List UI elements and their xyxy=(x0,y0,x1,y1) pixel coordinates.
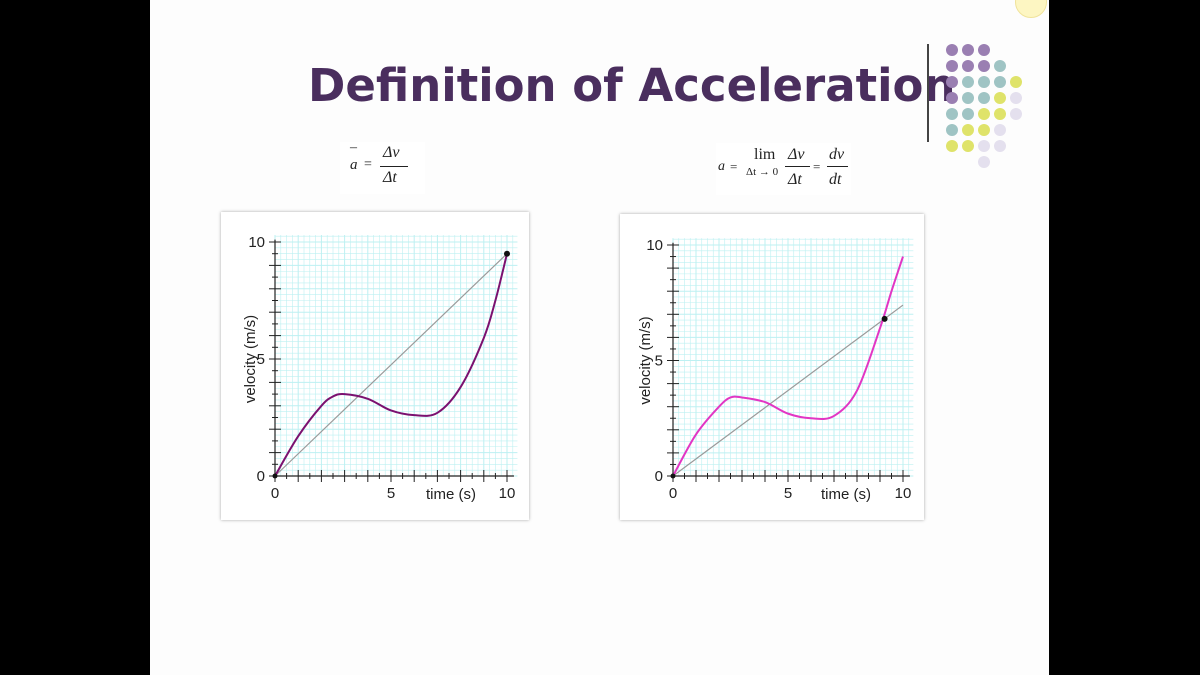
dot-grid-dot xyxy=(994,124,1006,136)
dot-grid-dot xyxy=(946,44,958,56)
x-tick-label: 5 xyxy=(387,485,395,502)
x-tick-label: 5 xyxy=(784,485,792,502)
y-tick-label: 10 xyxy=(646,237,663,254)
dot-grid-dot xyxy=(994,60,1006,72)
y-tick-label: 5 xyxy=(655,353,663,370)
dot-grid-dot xyxy=(946,108,958,120)
instantaneous-acceleration-formula: a = lim Δt → 0 Δv Δt = dv dt xyxy=(716,143,851,195)
velocity-chart-svg: 0 5 10 0 5 10 time (s) velocity (m/s) xyxy=(637,237,914,503)
lim-subscript: Δt → 0 xyxy=(746,166,779,178)
x-tick-label: 10 xyxy=(895,485,912,502)
dot-grid-dot xyxy=(994,140,1006,152)
dot-grid-dot xyxy=(1010,76,1022,88)
dot-grid-dot xyxy=(994,108,1006,120)
velocity-curve xyxy=(672,256,904,477)
abar-fraction-line xyxy=(380,166,408,167)
a-equals: = xyxy=(730,159,738,174)
dot-grid-dot xyxy=(978,140,990,152)
dot-grid-dot xyxy=(978,108,990,120)
dot-grid-dot xyxy=(962,140,974,152)
second-equals: = xyxy=(813,159,821,174)
abar-equals: = xyxy=(364,157,372,172)
abar-bar: – xyxy=(350,140,357,155)
dot-grid-dot xyxy=(978,124,990,136)
dot-grid-dot xyxy=(962,124,974,136)
dot-grid-dot xyxy=(1010,92,1022,104)
velocity-chart-svg: 0 5 10 0 5 10 time (s) velocity (m/s) xyxy=(242,234,518,503)
dot-grid-dot xyxy=(1010,108,1022,120)
y-tick-label: 0 xyxy=(655,468,663,485)
dot-grid-dot xyxy=(978,92,990,104)
y-axis-label: velocity (m/s) xyxy=(242,315,259,403)
dt-denominator: Δt xyxy=(788,171,802,188)
x-axis-label: time (s) xyxy=(821,486,871,503)
dv-dt-denominator: dt xyxy=(829,171,842,188)
y-axis-label: velocity (m/s) xyxy=(637,316,654,404)
dot-grid-dot xyxy=(946,124,958,136)
x-tick-label: 0 xyxy=(669,485,677,502)
marked-point xyxy=(504,250,510,257)
dot-grid-dot xyxy=(994,76,1006,88)
dot-grid-dot xyxy=(946,140,958,152)
x-axis-label: time (s) xyxy=(426,486,476,503)
y-tick-label: 5 xyxy=(257,351,265,368)
average-velocity-graph-panel: 0 5 10 0 5 10 time (s) velocity (m/s) xyxy=(221,212,529,520)
dot-grid-dot xyxy=(962,108,974,120)
abar-denominator: Δt xyxy=(383,169,397,186)
secant-line xyxy=(672,304,904,477)
delta-fraction-line xyxy=(785,166,810,167)
y-tick-label: 10 xyxy=(248,234,265,251)
abar-symbol: a xyxy=(350,157,358,173)
dot-grid-dot xyxy=(946,76,958,88)
marked-point xyxy=(881,315,888,322)
lim-text: lim xyxy=(754,146,776,163)
dot-grid-dot xyxy=(978,60,990,72)
dot-grid-dot xyxy=(946,60,958,72)
origin-point xyxy=(272,473,278,479)
dot-grid-dot xyxy=(962,60,974,72)
dv-numerator: Δv xyxy=(788,146,805,163)
dot-grid-dot xyxy=(994,92,1006,104)
abar-numerator: Δv xyxy=(383,144,400,161)
secant-line xyxy=(274,253,508,477)
dvdt-fraction-line xyxy=(827,166,848,167)
instantaneous-velocity-graph-panel: 0 5 10 0 5 10 time (s) velocity (m/s) xyxy=(620,214,924,520)
dv-dt-numerator: dv xyxy=(829,146,845,163)
dot-grid-dot xyxy=(978,44,990,56)
dot-grid-dot xyxy=(946,92,958,104)
velocity-curve xyxy=(274,253,508,477)
y-tick-label: 0 xyxy=(257,468,265,485)
slide: Definition of Acceleration – a = Δv Δt a… xyxy=(150,0,1049,675)
origin-point xyxy=(670,473,676,479)
slide-title: Definition of Acceleration xyxy=(308,59,956,112)
dot-grid-dot xyxy=(962,44,974,56)
dot-grid-dot xyxy=(978,156,990,168)
average-acceleration-formula: – a = Δv Δt xyxy=(340,140,425,194)
dot-grid-dot xyxy=(978,76,990,88)
dot-grid-dot xyxy=(962,92,974,104)
dot-grid-dot xyxy=(962,76,974,88)
x-tick-label: 10 xyxy=(499,485,516,502)
title-divider xyxy=(927,44,929,142)
a-symbol: a xyxy=(718,159,725,174)
x-tick-label: 0 xyxy=(271,485,279,502)
